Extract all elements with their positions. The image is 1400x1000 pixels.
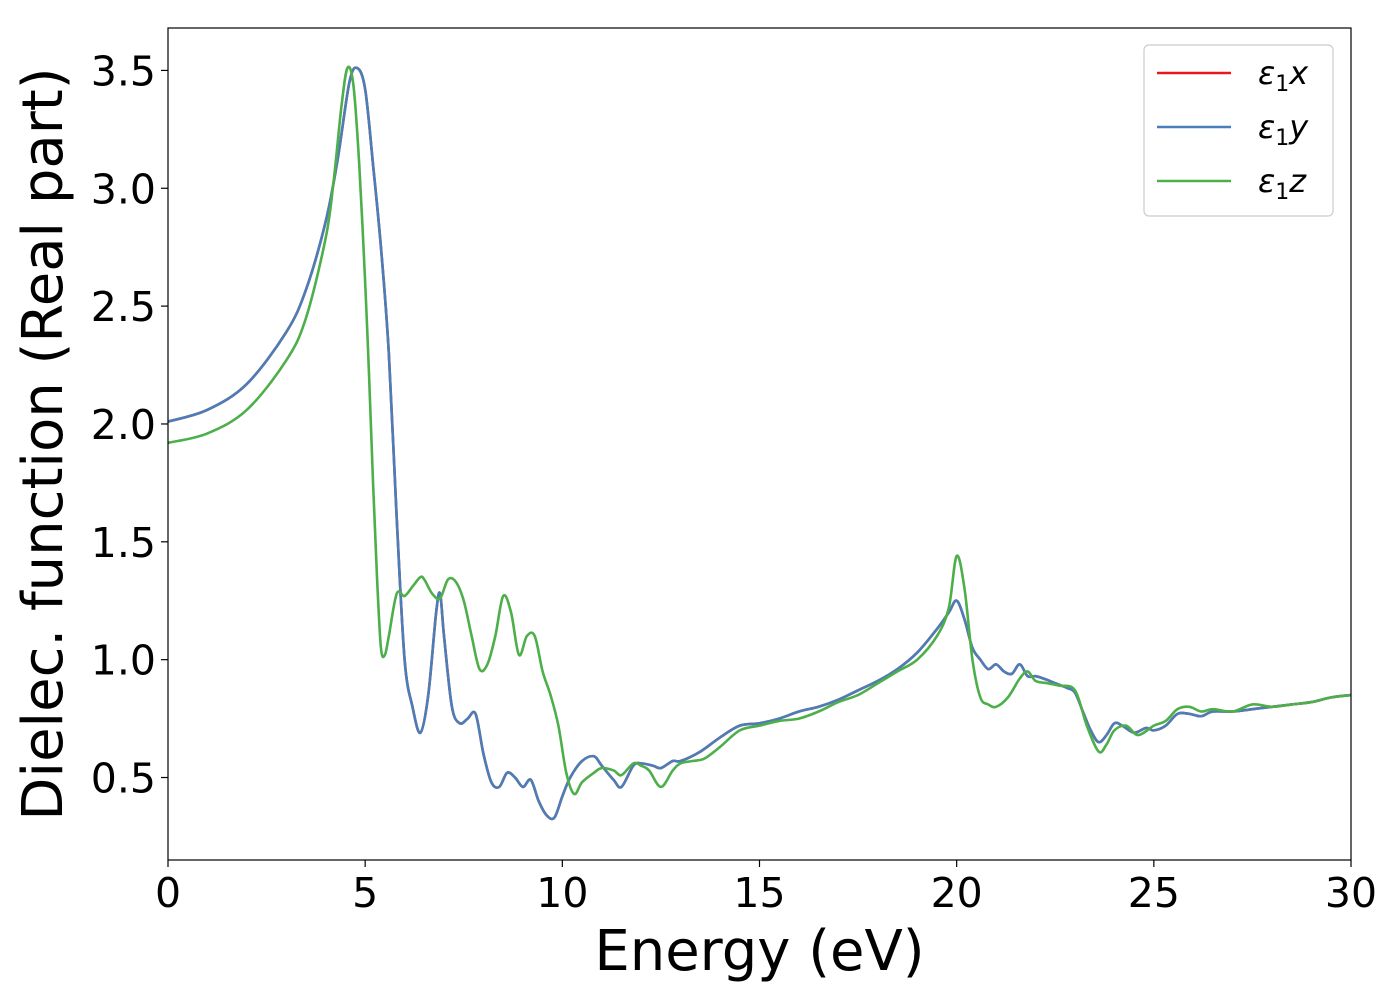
x-tick-label: 25 bbox=[1128, 869, 1180, 917]
legend-label: ε1y bbox=[1258, 108, 1309, 151]
legend-item-x: ε1x bbox=[1157, 54, 1309, 97]
x-axis: 0 5 10 15 20 25 30 bbox=[155, 860, 1377, 917]
y-tick-label: 1.5 bbox=[91, 519, 156, 567]
x-tick-label: 0 bbox=[155, 869, 181, 917]
legend-label: ε1x bbox=[1258, 54, 1309, 97]
y-tick-label: 3.5 bbox=[91, 47, 156, 95]
x-axis-label: Energy (eV) bbox=[594, 919, 924, 984]
legend-label: ε1z bbox=[1258, 162, 1307, 205]
x-tick-label: 30 bbox=[1325, 869, 1377, 917]
series-line-z bbox=[168, 65, 1351, 796]
series-line-y bbox=[168, 66, 1351, 821]
y-tick-label: 1.0 bbox=[91, 637, 156, 685]
x-tick-label: 5 bbox=[352, 869, 378, 917]
y-tick-label: 2.5 bbox=[91, 283, 156, 331]
legend: ε1x ε1y ε1z bbox=[1143, 44, 1334, 217]
legend-item-z: ε1z bbox=[1157, 162, 1307, 205]
x-tick-label: 15 bbox=[733, 869, 785, 917]
y-tick-label: 0.5 bbox=[91, 755, 156, 803]
x-tick-label: 10 bbox=[536, 869, 588, 917]
legend-frame bbox=[1143, 44, 1334, 217]
x-tick-label: 20 bbox=[931, 869, 983, 917]
y-axis-label: Dielec. function (Real part) bbox=[11, 67, 76, 820]
y-axis: 0.5 1.0 1.5 2.0 2.5 3.0 3.5 bbox=[91, 47, 168, 803]
legend-item-y: ε1y bbox=[1157, 108, 1309, 151]
y-tick-label: 2.0 bbox=[91, 401, 156, 449]
y-tick-label: 3.0 bbox=[91, 165, 156, 213]
series-layer bbox=[168, 65, 1351, 821]
